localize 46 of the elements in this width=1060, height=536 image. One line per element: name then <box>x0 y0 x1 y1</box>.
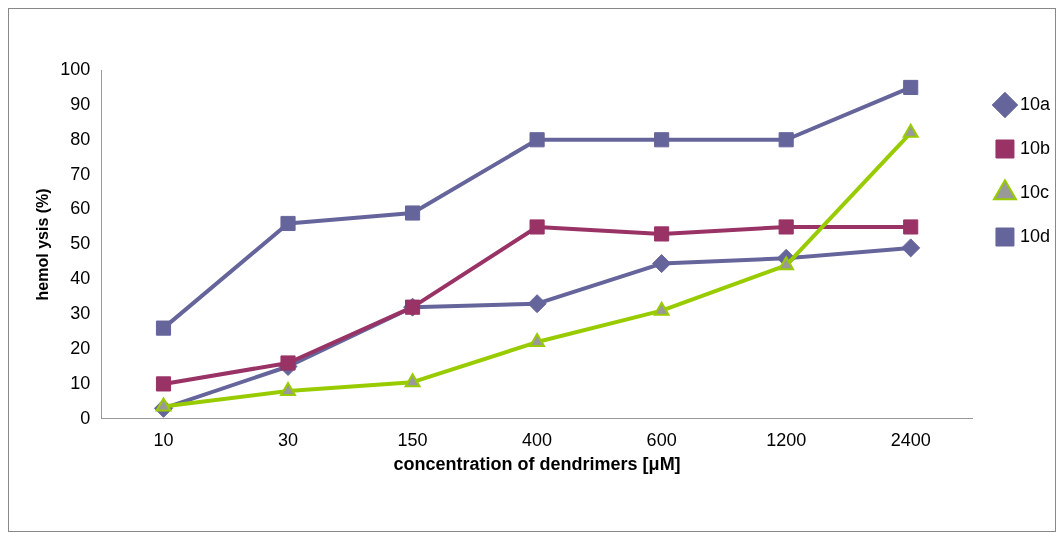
y-tick-label: 30 <box>70 303 91 324</box>
point <box>155 376 172 392</box>
point <box>901 238 921 258</box>
y-tick-label: 20 <box>70 338 91 359</box>
point <box>155 320 172 336</box>
point <box>405 205 421 221</box>
legend-label: 10b <box>1019 137 1051 158</box>
point <box>280 215 296 232</box>
y-tick-label: 90 <box>70 93 91 114</box>
y-tick-label: 50 <box>70 233 91 254</box>
legend-label: 10c <box>1019 181 1049 202</box>
y-tick-label: 40 <box>70 268 91 289</box>
point <box>280 381 296 396</box>
legend-label: 10d <box>1019 225 1051 246</box>
x-tick-label: 1200 <box>766 429 807 450</box>
legend-label: 10a <box>1019 93 1051 114</box>
x-tick-label: 400 <box>522 429 553 450</box>
point <box>778 256 795 271</box>
y-tick-label: 80 <box>70 128 91 149</box>
point <box>903 79 919 96</box>
point <box>529 219 545 235</box>
point <box>529 333 546 348</box>
point <box>903 219 919 235</box>
point <box>155 397 172 412</box>
x-tick-label: 600 <box>646 429 677 450</box>
point <box>529 132 545 148</box>
x-tick-label: 2400 <box>890 429 931 450</box>
y-tick-label: 60 <box>70 198 91 219</box>
point <box>654 226 670 242</box>
y-tick-label: 100 <box>60 58 91 79</box>
y-tick-label: 10 <box>70 372 91 393</box>
point <box>280 355 296 371</box>
x-tick-label: 10 <box>153 429 174 450</box>
y-axis-title: hemol ysis (%) <box>34 188 52 301</box>
point <box>778 219 794 235</box>
point <box>653 301 670 316</box>
point <box>404 373 421 388</box>
x-tick-label: 150 <box>397 429 428 450</box>
x-axis-title: concentration of dendrimers [μM] <box>393 454 681 475</box>
y-tick-label: 0 <box>80 407 91 428</box>
point <box>652 254 672 274</box>
point <box>778 132 794 148</box>
point <box>527 294 547 314</box>
point <box>654 132 670 148</box>
x-tick-label: 30 <box>278 429 299 450</box>
y-tick-label: 70 <box>70 163 91 184</box>
